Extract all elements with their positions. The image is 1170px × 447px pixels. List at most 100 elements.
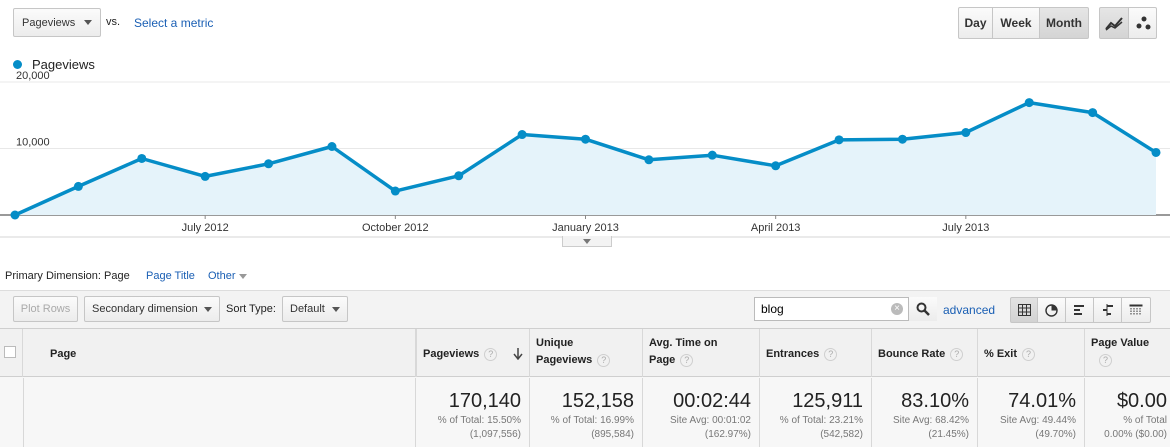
search-icon xyxy=(916,302,930,316)
totals-avg-time-site-avg: Site Avg: 00:01:02 xyxy=(670,415,751,426)
totals-pageviews-pct: % of Total: 15.50% xyxy=(437,415,521,426)
clear-search-icon[interactable]: × xyxy=(891,303,903,315)
dimension-other-label: Other xyxy=(208,270,236,282)
sort-desc-arrow-icon xyxy=(513,348,523,360)
totals-entrances: 125,911 % of Total: 23.21% (542,582) xyxy=(760,378,872,447)
legend-dot-icon xyxy=(13,60,22,69)
dimension-other[interactable]: Other xyxy=(208,270,247,282)
totals-row xyxy=(0,377,1170,447)
secondary-dimension-label: Secondary dimension xyxy=(92,303,198,315)
header-entrances-label: Entrances xyxy=(766,348,820,360)
sort-type-label: Sort Type: xyxy=(226,303,276,315)
performance-view-icon xyxy=(1074,305,1084,315)
chart-collapse-tab[interactable] xyxy=(562,236,612,247)
line-chart-button[interactable] xyxy=(1099,7,1129,39)
vs-label: vs. xyxy=(106,16,121,28)
x-tick-label: April 2013 xyxy=(751,222,801,234)
performance-view-button[interactable] xyxy=(1065,297,1094,323)
header-unique-pageviews-line1: Unique xyxy=(536,337,574,349)
totals-unique-pageviews-value: 152,158 xyxy=(561,390,634,412)
line-chart-icon xyxy=(1105,17,1123,31)
select-all-checkbox[interactable] xyxy=(4,346,16,358)
x-tick-label: July 2012 xyxy=(182,222,229,234)
pivot-view-icon xyxy=(1129,304,1143,315)
secondary-dimension-select[interactable]: Secondary dimension xyxy=(84,296,220,322)
header-avg-time[interactable]: Avg. Time on Page? xyxy=(643,329,760,377)
chevron-down-icon xyxy=(583,238,591,244)
totals-page-value-value: $0.00 xyxy=(1116,390,1167,412)
data-point xyxy=(137,153,147,163)
totals-exit-value: 74.01% xyxy=(1008,390,1076,412)
series-area xyxy=(15,102,1156,215)
week-button[interactable]: Week xyxy=(992,7,1040,39)
help-icon[interactable]: ? xyxy=(824,347,838,361)
totals-entrances-total: (542,582) xyxy=(820,429,863,440)
totals-entrances-value: 125,911 xyxy=(792,390,863,412)
data-point xyxy=(1024,98,1034,108)
day-button[interactable]: Day xyxy=(958,7,993,39)
motion-chart-icon xyxy=(1136,16,1150,30)
help-icon[interactable]: ? xyxy=(950,347,964,361)
sort-type-value: Default xyxy=(290,303,325,315)
motion-chart-button[interactable] xyxy=(1128,7,1157,39)
totals-bounce-rate-value: 83.10% xyxy=(901,390,969,412)
header-unique-pageviews[interactable]: Unique Pageviews? xyxy=(530,329,643,377)
dimension-page-title[interactable]: Page Title xyxy=(146,270,195,282)
y-tick-label: 20,000 xyxy=(16,70,50,82)
metric-select[interactable]: Pageviews xyxy=(13,8,101,37)
search-input[interactable] xyxy=(755,298,897,320)
totals-unique-pageviews-pct: % of Total: 16.99% xyxy=(550,415,634,426)
chevron-down-icon xyxy=(238,273,247,279)
select-metric-link[interactable]: Select a metric xyxy=(134,16,214,30)
table-view-button[interactable] xyxy=(1010,297,1038,323)
dimension-page[interactable]: Page xyxy=(104,270,130,282)
help-icon[interactable]: ? xyxy=(597,353,611,367)
data-point xyxy=(644,155,654,165)
header-page[interactable]: Page xyxy=(23,329,416,377)
data-point xyxy=(1151,147,1161,157)
sort-type-select[interactable]: Default xyxy=(282,296,348,322)
header-entrances[interactable]: Entrances? xyxy=(760,329,872,377)
comparison-view-button[interactable] xyxy=(1093,297,1122,323)
pie-view-button[interactable] xyxy=(1037,297,1066,323)
x-tick-label: October 2012 xyxy=(362,222,429,234)
pivot-view-button[interactable] xyxy=(1121,297,1151,323)
advanced-link[interactable]: advanced xyxy=(943,303,996,317)
month-button[interactable]: Month xyxy=(1039,7,1089,39)
search-button[interactable] xyxy=(908,297,937,321)
header-unique-pageviews-line2: Pageviews xyxy=(536,354,593,366)
totals-page-value-pct-label: % of Total xyxy=(1123,415,1167,426)
help-icon[interactable]: ? xyxy=(680,353,694,367)
table-view-icon xyxy=(1017,304,1031,316)
header-pageviews-label: Pageviews xyxy=(423,348,480,360)
table-header-row xyxy=(0,328,1170,377)
header-exit[interactable]: % Exit? xyxy=(978,329,1085,377)
header-avg-time-line1: Avg. Time on xyxy=(649,337,718,349)
header-page-value[interactable]: Page Value ? xyxy=(1085,329,1170,377)
totals-avg-time: 00:02:44 Site Avg: 00:01:02 (162.97%) xyxy=(643,378,760,447)
y-tick-label: 10,000 xyxy=(16,137,50,149)
help-icon[interactable]: ? xyxy=(484,347,498,361)
totals-exit-site-avg: Site Avg: 49.44% xyxy=(1000,415,1076,426)
comparison-view-icon xyxy=(1103,304,1113,316)
totals-avg-time-pct: (162.97%) xyxy=(704,429,751,440)
header-page-value-label: Page Value xyxy=(1091,337,1150,349)
plot-rows-button[interactable]: Plot Rows xyxy=(13,296,78,322)
totals-exit-pct: (49.70%) xyxy=(1035,429,1076,440)
x-tick-label: July 2013 xyxy=(942,222,989,234)
help-icon[interactable]: ? xyxy=(1022,347,1036,361)
header-page-label: Page xyxy=(50,348,77,360)
totals-unique-pageviews-total: (895,584) xyxy=(591,429,634,440)
totals-page-value: $0.00 % of Total 0.00% ($0.00) xyxy=(1085,378,1170,447)
data-point xyxy=(200,171,210,181)
primary-dimension-label: Primary Dimension: xyxy=(5,270,101,282)
totals-entrances-pct: % of Total: 23.21% xyxy=(779,415,863,426)
pageviews-chart: 20,000 10,000 July 2012 October 2012 January… xyxy=(0,70,1170,238)
data-point xyxy=(390,186,400,196)
data-point xyxy=(834,135,844,145)
data-point xyxy=(10,210,20,220)
header-bounce-rate[interactable]: Bounce Rate? xyxy=(872,329,978,377)
help-icon[interactable]: ? xyxy=(1099,353,1112,367)
chart-legend: Pageviews xyxy=(13,57,95,72)
header-pageviews[interactable]: Pageviews? xyxy=(416,329,530,377)
